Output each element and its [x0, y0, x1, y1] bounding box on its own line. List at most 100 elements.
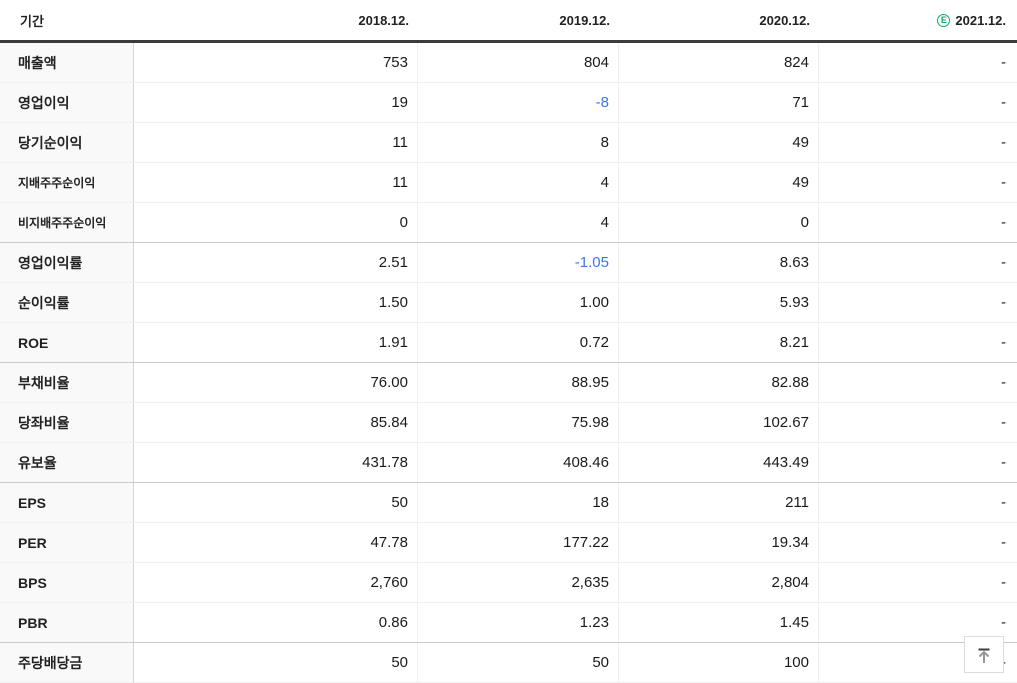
value-cell: 49: [619, 123, 819, 162]
row-label: 부채비율: [0, 363, 134, 402]
value-cell: -: [1001, 614, 1006, 631]
value-cell: 85.84: [134, 403, 418, 442]
value-cell: 47.78: [134, 523, 418, 562]
column-header-label: 2021.12.: [955, 12, 1006, 28]
value-cell: 0: [134, 203, 418, 242]
value-cell: -: [1001, 494, 1006, 511]
value-cell: 0: [619, 203, 819, 242]
value-cell: 2,760: [134, 563, 418, 602]
value-cell: 443.49: [619, 443, 819, 482]
row-label: 유보율: [0, 443, 134, 482]
column-header-2020: 2020.12.: [619, 0, 819, 40]
column-header-label: 2019.12.: [559, 12, 610, 28]
value-cell: 753: [134, 43, 418, 82]
column-header-2021-estimate: E 2021.12.: [819, 0, 1017, 40]
row-label: PER: [0, 523, 134, 562]
value-cell: -: [1001, 574, 1006, 591]
value-cell: 11: [134, 163, 418, 202]
arrow-up-to-line-icon: [978, 648, 990, 663]
value-cell: 50: [134, 483, 418, 522]
value-cell: 18: [418, 483, 619, 522]
value-cell: -: [1001, 174, 1006, 191]
value-cell: 100: [619, 643, 819, 682]
value-cell: 49: [619, 163, 819, 202]
row-label: 영업이익: [0, 83, 134, 122]
table-row: PER 47.78 177.22 19.34 -: [0, 523, 1017, 563]
value-cell: 408.46: [418, 443, 619, 482]
value-cell: -8: [418, 83, 619, 122]
value-cell: 2,804: [619, 563, 819, 602]
value-cell: -: [1001, 94, 1006, 111]
value-cell: 4: [418, 203, 619, 242]
table-body: 매출액 753 804 824- 영업이익 19 -8 71- 당기순이익 11 8 49- 지배주주순…: [0, 43, 1017, 683]
value-cell: 804: [418, 43, 619, 82]
table-row: 부채비율 76.00 88.95 82.88 -: [0, 363, 1017, 403]
value-cell: 431.78: [134, 443, 418, 482]
table-row: 비지배주주순이익 0 4 0-: [0, 203, 1017, 243]
value-cell: 8.21: [619, 323, 819, 362]
value-cell: 76.00: [134, 363, 418, 402]
row-label: 지배주주순이익: [0, 163, 134, 202]
table-row: 매출액 753 804 824 -: [0, 43, 1017, 83]
value-cell: -: [1001, 54, 1006, 71]
value-cell: 2,635: [418, 563, 619, 602]
row-label: 당좌비율: [0, 403, 134, 442]
value-cell: 177.22: [418, 523, 619, 562]
value-cell: 19.34: [619, 523, 819, 562]
value-cell: 4: [418, 163, 619, 202]
table-row: 당좌비율 85.84 75.98 102.67 -: [0, 403, 1017, 443]
row-label: 영업이익률: [0, 243, 134, 282]
value-cell: 50: [418, 643, 619, 682]
row-label: EPS: [0, 483, 134, 522]
value-cell: 211: [619, 483, 819, 522]
table-row: 순이익률 1.50 1.00 5.93 -: [0, 283, 1017, 323]
column-header-2019: 2019.12.: [418, 0, 619, 40]
value-cell: 19: [134, 83, 418, 122]
row-label: 당기순이익: [0, 123, 134, 162]
value-cell: 102.67: [619, 403, 819, 442]
column-header-label: 2020.12.: [759, 12, 810, 28]
column-header-label: 2018.12.: [358, 12, 409, 28]
value-cell: 88.95: [418, 363, 619, 402]
table-row: 지배주주순이익 11 4 49 -: [0, 163, 1017, 203]
value-cell: 0.86: [134, 603, 418, 642]
row-label: ROE: [0, 323, 134, 362]
value-cell: -: [1001, 294, 1006, 311]
value-cell: -: [1001, 414, 1006, 431]
period-column-header: 기간: [20, 13, 44, 29]
table-row: 유보율 431.78 408.46 443.49 -: [0, 443, 1017, 483]
table-row: 영업이익 19 -8 71 -: [0, 83, 1017, 123]
value-cell: 1.91: [134, 323, 418, 362]
value-cell: 11: [134, 123, 418, 162]
value-cell: -: [1001, 134, 1006, 151]
value-cell: -: [1001, 214, 1006, 231]
value-cell: -: [1001, 534, 1006, 551]
table-header-row: 기간 2018.12. 2019.12. 2020.12. E 2021.12.: [0, 0, 1017, 43]
table-row: PBR 0.86 1.23 1.45 -: [0, 603, 1017, 643]
table-row: ROE 1.91 0.72 8.21 -: [0, 323, 1017, 363]
value-cell: 50: [134, 643, 418, 682]
value-cell: 5.93: [619, 283, 819, 322]
row-label: 매출액: [0, 43, 134, 82]
row-label: 주당배당금: [0, 643, 134, 682]
value-cell: -: [1001, 374, 1006, 391]
value-cell: -: [1001, 254, 1006, 271]
table-row: 당기순이익 11 8 49 -: [0, 123, 1017, 163]
scroll-to-top-button[interactable]: [964, 636, 1004, 673]
column-header-2018: 2018.12.: [134, 0, 418, 40]
value-cell: 1.00: [418, 283, 619, 322]
value-cell: 8: [418, 123, 619, 162]
row-label: 순이익률: [0, 283, 134, 322]
value-cell: -1.05: [418, 243, 619, 282]
value-cell: 2.51: [134, 243, 418, 282]
value-cell: 71: [619, 83, 819, 122]
table-row: 영업이익률 2.51 -1.05 8.63 -: [0, 243, 1017, 283]
value-cell: 8.63: [619, 243, 819, 282]
table-row: BPS 2,760 2,635 2,804 -: [0, 563, 1017, 603]
value-cell: 0.72: [418, 323, 619, 362]
row-label: BPS: [0, 563, 134, 602]
value-cell: 75.98: [418, 403, 619, 442]
